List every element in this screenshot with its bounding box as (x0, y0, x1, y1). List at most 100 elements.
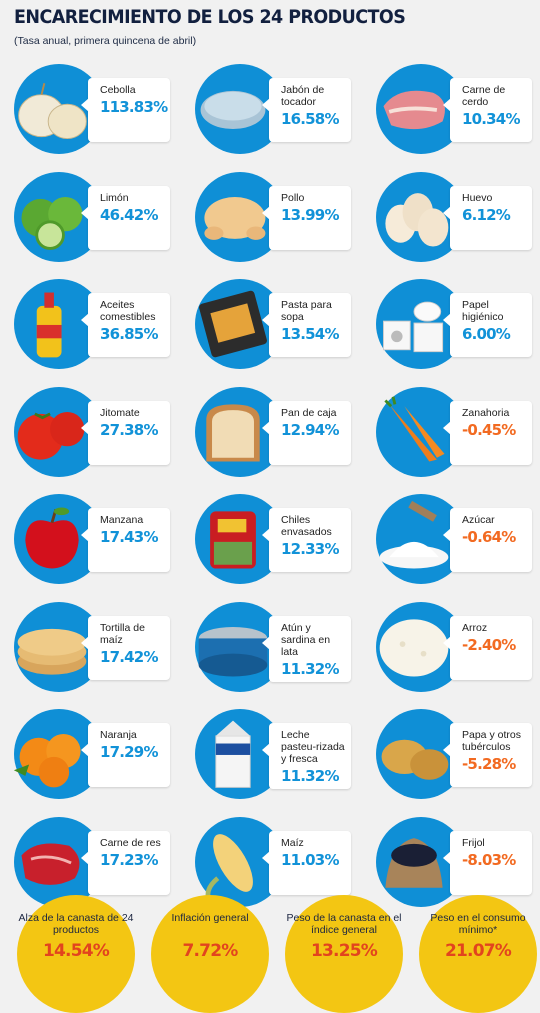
product-card: Arroz -2.40% (443, 615, 532, 680)
product-item: Frijol -8.03% (364, 811, 540, 919)
product-card: Chiles envasados 12.33% (262, 508, 351, 572)
product-card: Tortilla de maíz 17.42% (81, 615, 170, 680)
product-item: Atún y sardina en lata 11.32% (183, 596, 361, 704)
page-subtitle: (Tasa anual, primera quincena de abril) (14, 35, 197, 47)
apple-icon (8, 498, 96, 580)
product-value: 11.32% (281, 659, 339, 678)
product-name: Arroz (462, 621, 488, 634)
product-name: Tortilla de maíz (100, 621, 145, 646)
product-value: 13.99% (281, 205, 339, 224)
summary-label: Alza de la canasta de 24 productos (18, 912, 134, 936)
product-value: -0.45% (462, 420, 516, 439)
product-card: Pollo 13.99% (262, 185, 351, 250)
product-item: Azúcar -0.64% (364, 488, 540, 596)
product-card: Aceites comestibles 36.85% (81, 293, 170, 357)
product-name: Jabón de tocador (281, 84, 325, 108)
product-card: Azúcar -0.64% (443, 508, 532, 572)
product-value: 17.42% (100, 647, 158, 666)
canned-chile-icon (189, 498, 277, 580)
product-value: 17.43% (100, 528, 158, 546)
product-card: Zanahoria -0.45% (443, 400, 532, 465)
product-card: Carne de res 17.23% (81, 830, 170, 895)
product-value: 17.29% (100, 743, 158, 761)
product-card: Papel higiénico 6.00% (443, 293, 532, 357)
product-item: Arroz -2.40% (364, 596, 540, 704)
bread-icon (189, 391, 277, 473)
product-value: 6.12% (462, 205, 511, 224)
product-item: Jabón de tocador 16.58% (183, 58, 361, 166)
product-name: Pollo (281, 191, 305, 204)
product-item: Cebolla 113.83% (2, 58, 180, 166)
toilet-paper-icon (370, 283, 458, 365)
potato-icon (370, 713, 458, 795)
rice-icon (370, 606, 458, 688)
summary-label: Inflación general (171, 912, 249, 924)
product-value: 36.85% (100, 325, 158, 343)
product-value: 11.32% (281, 767, 339, 785)
product-card: Jitomate 27.38% (81, 400, 170, 465)
product-value: 12.94% (281, 420, 339, 439)
egg-icon (370, 176, 458, 258)
product-card: Carne de cerdo 10.34% (443, 78, 532, 142)
product-name: Atún y sardina en lata (281, 621, 331, 658)
product-item: Tortilla de maíz 17.42% (2, 596, 180, 704)
tuna-can-icon (189, 606, 277, 688)
product-item: Naranja 17.29% (2, 703, 180, 811)
product-name: Aceites comestibles (100, 299, 156, 323)
product-name: Pasta para sopa (281, 299, 332, 323)
product-name: Maíz (281, 836, 304, 849)
product-item: Pan de caja 12.94% (183, 381, 361, 489)
product-name: Carne de cerdo (462, 84, 506, 108)
soap-icon (189, 68, 277, 150)
product-name: Azúcar (462, 514, 495, 526)
product-value: 113.83% (100, 98, 168, 116)
pork-icon (370, 68, 458, 150)
product-item: Chiles envasados 12.33% (183, 488, 361, 596)
product-item: Carne de res 17.23% (2, 811, 180, 919)
product-name: Carne de res (100, 836, 161, 849)
product-value: 46.42% (100, 205, 158, 224)
product-name: Papa y otros tubérculos (462, 729, 521, 753)
beef-icon (8, 821, 96, 903)
product-value: -5.28% (462, 755, 516, 773)
product-value: -2.40% (462, 635, 516, 654)
product-item: Leche pasteu-rizada y fresca 11.32% (183, 703, 361, 811)
product-item: Huevo 6.12% (364, 166, 540, 274)
product-name: Manzana (100, 514, 144, 526)
product-item: Pollo 13.99% (183, 166, 361, 274)
product-name: Cebolla (100, 84, 136, 96)
tomato-icon (8, 391, 96, 473)
product-name: Pan de caja (281, 406, 337, 419)
product-item: Carne de cerdo 10.34% (364, 58, 540, 166)
carrot-icon (370, 391, 458, 473)
product-name: Zanahoria (462, 406, 510, 419)
product-item: Maíz 11.03% (183, 811, 361, 919)
product-value: 6.00% (462, 325, 511, 343)
summary-value: 21.07% (444, 941, 512, 961)
product-value: 11.03% (281, 850, 339, 869)
lime-icon (8, 176, 96, 258)
product-card: Pan de caja 12.94% (262, 400, 351, 465)
product-card: Limón 46.42% (81, 185, 170, 250)
product-name: Papel higiénico (462, 299, 504, 323)
summary-footer: Alza de la canasta de 24 productos 14.54%… (4, 895, 538, 1013)
product-value: -0.64% (462, 528, 516, 546)
product-name: Huevo (462, 191, 493, 204)
product-name: Jitomate (100, 406, 140, 419)
product-item: Pasta para sopa 13.54% (183, 273, 361, 381)
product-name: Naranja (100, 729, 137, 741)
product-item: Papa y otros tubérculos -5.28% (364, 703, 540, 811)
product-value: 10.34% (462, 110, 520, 128)
product-item: Papel higiénico 6.00% (364, 273, 540, 381)
product-card: Pasta para sopa 13.54% (262, 293, 351, 357)
product-card: Huevo 6.12% (443, 185, 532, 250)
product-card: Cebolla 113.83% (81, 78, 170, 142)
product-value: 13.54% (281, 325, 339, 343)
tortilla-icon (8, 606, 96, 688)
onion-icon (8, 68, 96, 150)
summary-value: 7.72% (182, 941, 239, 961)
product-value: 12.33% (281, 540, 339, 558)
page-title: ENCARECIMIENTO DE LOS 24 PRODUCTOS (14, 6, 406, 28)
product-card: Manzana 17.43% (81, 508, 170, 572)
product-card: Atún y sardina en lata 11.32% (262, 615, 351, 682)
